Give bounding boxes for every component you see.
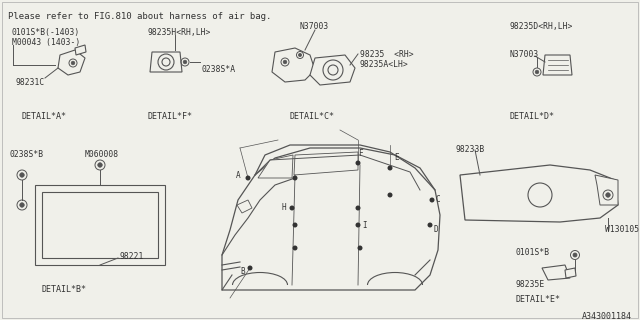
Circle shape	[298, 53, 301, 57]
Circle shape	[248, 266, 253, 270]
Circle shape	[605, 193, 611, 197]
Polygon shape	[272, 48, 315, 82]
Text: 98231C: 98231C	[15, 78, 44, 87]
Circle shape	[428, 222, 433, 228]
Circle shape	[429, 197, 435, 203]
Bar	[42, 192, 158, 258]
Text: A343001184: A343001184	[582, 312, 632, 320]
Polygon shape	[542, 265, 570, 280]
Text: C: C	[436, 196, 440, 204]
Polygon shape	[460, 165, 618, 222]
Text: DETAIL*E*: DETAIL*E*	[515, 295, 560, 304]
Circle shape	[289, 205, 294, 211]
Text: DETAIL*A*: DETAIL*A*	[22, 112, 67, 121]
Text: N37003: N37003	[510, 50, 540, 59]
Text: Please refer to FIG.810 about harness of air bag.: Please refer to FIG.810 about harness of…	[8, 12, 271, 21]
Circle shape	[158, 54, 174, 70]
Circle shape	[528, 183, 552, 207]
Circle shape	[355, 222, 360, 228]
Circle shape	[292, 222, 298, 228]
Polygon shape	[222, 148, 440, 290]
Text: M060008: M060008	[85, 150, 119, 159]
Text: DETAIL*D*: DETAIL*D*	[510, 112, 555, 121]
Circle shape	[323, 60, 343, 80]
Text: 98235A<LH>: 98235A<LH>	[360, 60, 409, 69]
Text: DETAIL*F*: DETAIL*F*	[148, 112, 193, 121]
Polygon shape	[237, 200, 252, 213]
Text: F: F	[358, 148, 363, 157]
Text: B: B	[240, 268, 244, 276]
Circle shape	[573, 253, 577, 257]
Text: D: D	[434, 225, 438, 234]
Text: H: H	[282, 204, 287, 212]
Text: W130105: W130105	[605, 225, 639, 234]
Text: DETAIL*C*: DETAIL*C*	[290, 112, 335, 121]
Text: DETAIL*B*: DETAIL*B*	[42, 285, 87, 294]
Text: N37003: N37003	[300, 22, 329, 31]
Polygon shape	[565, 268, 576, 278]
Circle shape	[535, 70, 539, 74]
Text: 0101S*B(-1403): 0101S*B(-1403)	[12, 28, 80, 37]
Circle shape	[98, 163, 102, 167]
Polygon shape	[543, 55, 572, 75]
Text: 98235D<RH,LH>: 98235D<RH,LH>	[510, 22, 573, 31]
Text: 98235E: 98235E	[515, 280, 544, 289]
Text: 98233B: 98233B	[455, 145, 484, 154]
Circle shape	[183, 60, 187, 64]
Polygon shape	[75, 45, 86, 55]
Circle shape	[283, 60, 287, 64]
Polygon shape	[310, 55, 355, 85]
Circle shape	[328, 65, 338, 75]
Text: 98235H<RH,LH>: 98235H<RH,LH>	[148, 28, 211, 37]
Circle shape	[355, 161, 360, 165]
Bar	[35, 185, 165, 265]
Polygon shape	[258, 155, 293, 178]
Polygon shape	[58, 50, 85, 75]
Polygon shape	[294, 152, 358, 175]
Text: I: I	[362, 220, 367, 229]
Text: E: E	[394, 154, 399, 163]
Circle shape	[20, 203, 24, 207]
Polygon shape	[150, 52, 182, 72]
Circle shape	[71, 61, 75, 65]
Polygon shape	[595, 175, 618, 205]
Circle shape	[20, 173, 24, 177]
Circle shape	[162, 58, 170, 66]
Text: 98221: 98221	[120, 252, 145, 261]
Circle shape	[292, 245, 298, 251]
Circle shape	[387, 193, 392, 197]
Text: 0101S*B: 0101S*B	[515, 248, 549, 257]
Text: 0238S*A: 0238S*A	[202, 65, 236, 74]
Text: A: A	[236, 172, 241, 180]
Circle shape	[387, 165, 392, 171]
Text: 98235  <RH>: 98235 <RH>	[360, 50, 413, 59]
Circle shape	[246, 175, 250, 180]
Text: M00043 (1403-): M00043 (1403-)	[12, 38, 80, 47]
Circle shape	[358, 245, 362, 251]
Circle shape	[355, 205, 360, 211]
Text: 0238S*B: 0238S*B	[10, 150, 44, 159]
Circle shape	[292, 175, 298, 180]
